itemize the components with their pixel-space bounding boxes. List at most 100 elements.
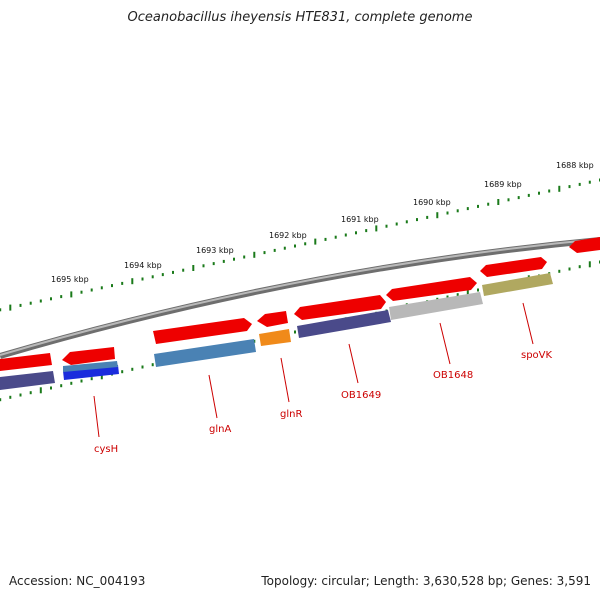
gene-bar-OB1648	[389, 292, 483, 320]
minor-scale-tick	[466, 207, 469, 211]
scale-label-1694: 1694 kbp	[124, 261, 162, 270]
minor-scale-tick	[588, 180, 591, 184]
minor-scale-tick	[355, 231, 357, 235]
gene-bar-spoVK	[482, 273, 553, 296]
minor-scale-tick	[121, 370, 124, 374]
minor-scale-tick	[477, 204, 479, 208]
major-scale-tick	[9, 304, 12, 311]
gene-bar-left-edge	[0, 371, 55, 390]
major-scale-tick	[100, 373, 103, 380]
minor-scale-tick	[456, 209, 459, 213]
minor-scale-tick	[141, 365, 144, 369]
minor-scale-tick	[0, 308, 2, 312]
minor-scale-tick	[517, 196, 520, 200]
gene-bar-glnA	[154, 339, 256, 367]
minor-scale-tick	[29, 391, 32, 395]
gene-bar-OB1649	[297, 310, 391, 338]
minor-scale-tick	[50, 386, 52, 390]
minor-scale-tick	[141, 277, 144, 281]
gene-bar-glnR	[259, 329, 291, 346]
minor-scale-tick	[294, 244, 296, 248]
OB1648-leader-line	[439, 322, 451, 365]
minor-scale-tick	[344, 233, 347, 237]
minor-scale-tick	[538, 191, 540, 195]
minor-scale-tick	[29, 301, 32, 305]
minor-scale-tick	[527, 193, 530, 197]
minor-scale-tick	[426, 215, 429, 219]
major-scale-tick	[588, 261, 591, 268]
major-scale-tick	[558, 185, 561, 192]
forward-gene-arrow	[153, 318, 252, 344]
gene-bar-cysH-top	[63, 361, 118, 372]
forward-gene-arrow	[480, 257, 547, 277]
minor-scale-tick	[548, 189, 551, 193]
minor-scale-tick	[395, 222, 398, 226]
forward-gene-arrow	[294, 295, 386, 320]
gene-label-glnA: glnA	[209, 424, 231, 435]
glnA-leader-line	[208, 374, 218, 419]
minor-scale-tick	[9, 395, 12, 399]
minor-scale-tick	[19, 393, 22, 397]
minor-scale-tick	[365, 229, 368, 233]
gene-label-glnR: glnR	[280, 409, 302, 420]
minor-scale-tick	[80, 379, 83, 383]
major-scale-tick	[192, 265, 195, 271]
forward-gene-arrow	[257, 311, 288, 327]
major-scale-tick	[466, 289, 469, 296]
scale-label-1695: 1695 kbp	[51, 275, 89, 284]
minor-scale-tick	[568, 185, 571, 189]
major-scale-tick	[253, 251, 256, 258]
minor-scale-tick	[294, 330, 296, 334]
scale-label-1692: 1692 kbp	[269, 231, 307, 240]
minor-scale-tick	[334, 235, 337, 239]
minor-scale-tick	[568, 267, 571, 271]
genome-backbone	[0, 237, 600, 359]
gene-label-spoVK: spoVK	[521, 350, 553, 361]
accession-text: Accession: NC_004193	[9, 574, 146, 588]
minor-scale-tick	[131, 367, 134, 371]
forward-gene-arrow	[569, 237, 600, 253]
minor-scale-tick	[487, 202, 490, 206]
minor-scale-tick	[578, 182, 581, 186]
genome-title: Oceanobacillus iheyensis HTE831, complet…	[127, 10, 473, 25]
minor-scale-tick	[202, 264, 205, 268]
minor-scale-tick	[212, 262, 215, 266]
minor-scale-tick	[456, 293, 459, 297]
scale-label-1688: 1688 kbp	[556, 161, 594, 170]
minor-scale-tick	[111, 284, 113, 288]
minor-scale-tick	[19, 303, 22, 307]
minor-scale-tick	[60, 295, 63, 299]
minor-scale-tick	[60, 384, 63, 388]
minor-scale-tick	[578, 265, 581, 269]
minor-scale-tick	[233, 257, 235, 261]
minor-scale-tick	[324, 237, 327, 241]
scale-label-1689: 1689 kbp	[484, 180, 522, 189]
forward-gene-arrow	[0, 353, 52, 371]
minor-scale-tick	[161, 273, 164, 277]
spoVK-leader-line	[522, 302, 534, 345]
major-scale-tick	[314, 238, 317, 245]
forward-gene-arrow	[62, 347, 115, 365]
forward-gene-arrow	[386, 277, 477, 301]
minor-scale-tick	[39, 299, 42, 303]
genome-backbone-highlight	[0, 238, 600, 356]
minor-scale-tick	[385, 224, 388, 228]
major-scale-tick	[70, 291, 73, 298]
minor-scale-tick	[243, 255, 246, 259]
minor-scale-tick	[182, 268, 185, 272]
minor-scale-tick	[90, 377, 93, 381]
minor-scale-tick	[100, 286, 103, 290]
major-scale-tick	[436, 212, 439, 219]
glnR-leader-line	[280, 357, 290, 403]
scale-label-1691: 1691 kbp	[341, 215, 379, 224]
minor-scale-tick	[273, 248, 276, 252]
minor-scale-tick	[446, 295, 449, 299]
minor-scale-tick	[90, 288, 93, 292]
major-scale-tick	[375, 225, 378, 232]
major-scale-tick	[497, 199, 500, 205]
topology-text: Topology: circular; Length: 3,630,528 bp…	[261, 574, 591, 588]
minor-scale-tick	[416, 218, 418, 222]
gene-label-OB1649: OB1649	[341, 390, 381, 401]
